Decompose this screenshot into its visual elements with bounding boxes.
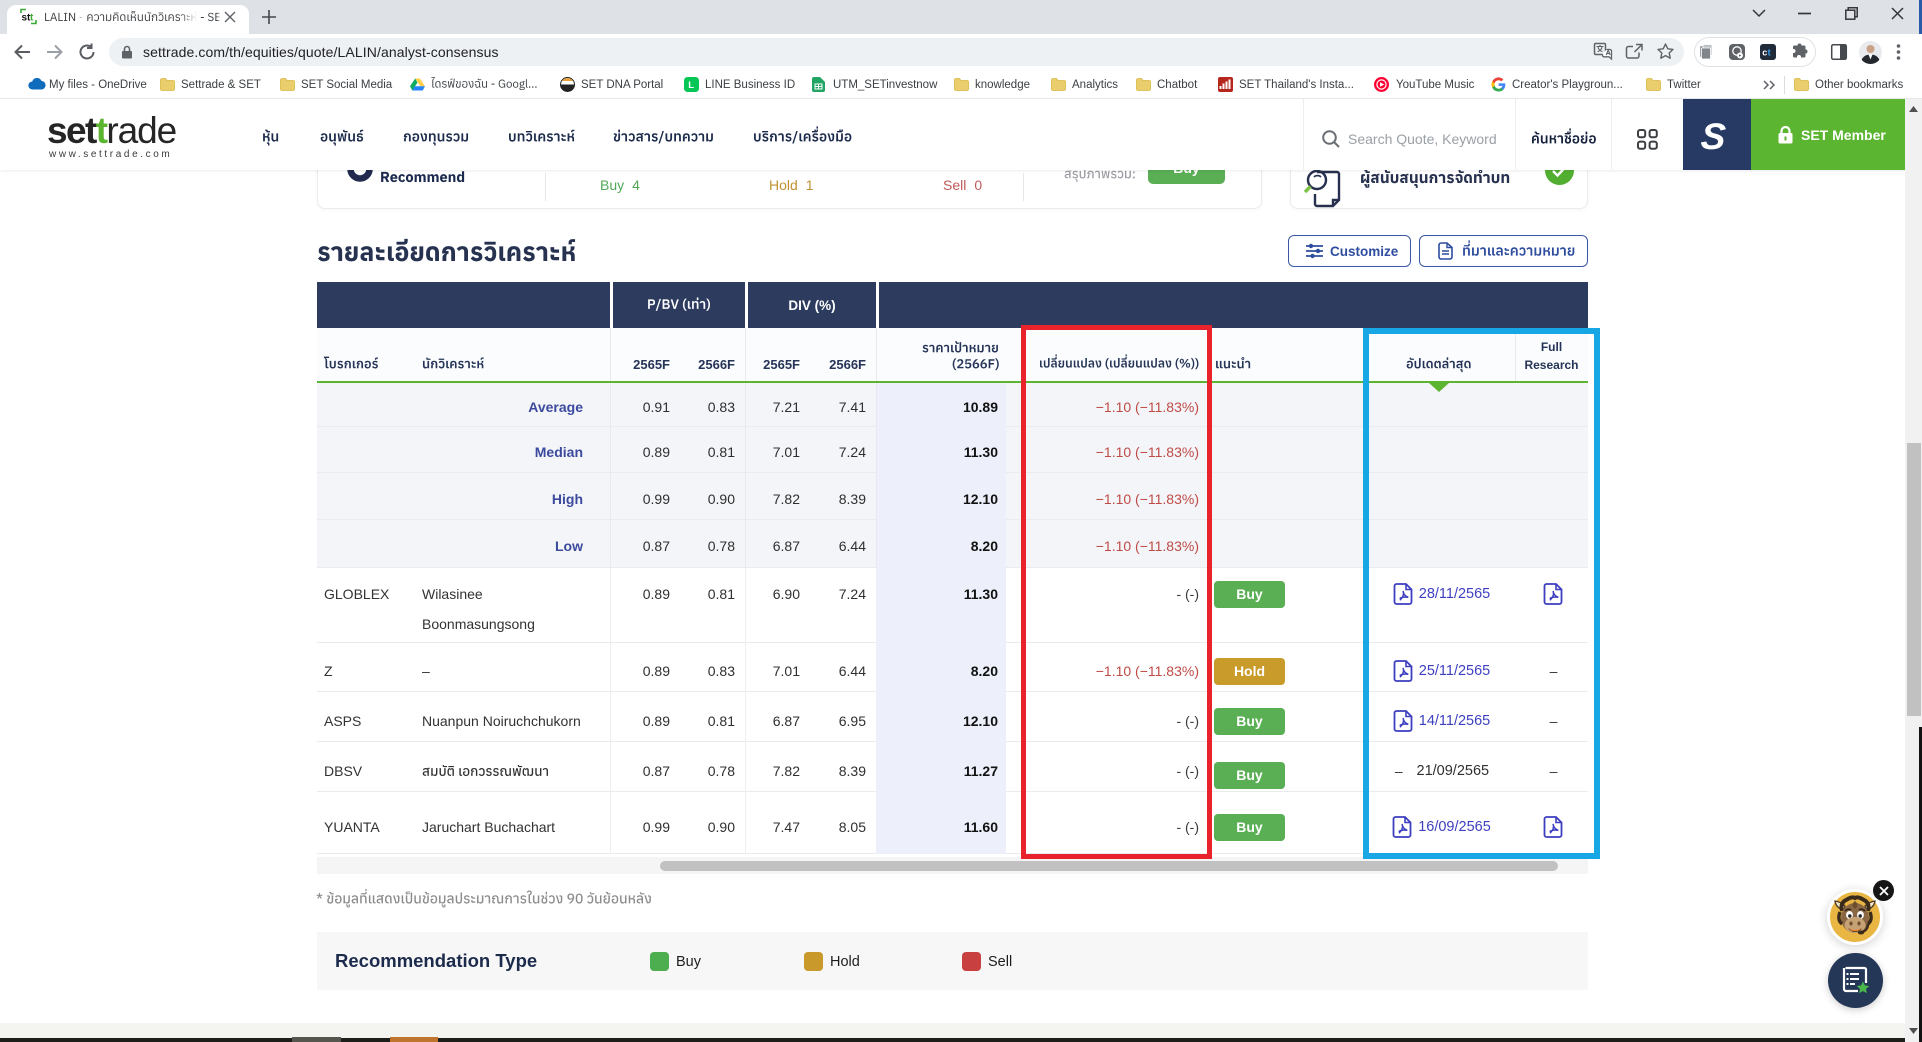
svg-text:t: t (30, 13, 34, 24)
svg-text:c: c (1762, 48, 1767, 58)
svg-text:t: t (1768, 48, 1771, 58)
svg-text:st: st (22, 13, 32, 24)
svg-text:L: L (688, 80, 694, 91)
